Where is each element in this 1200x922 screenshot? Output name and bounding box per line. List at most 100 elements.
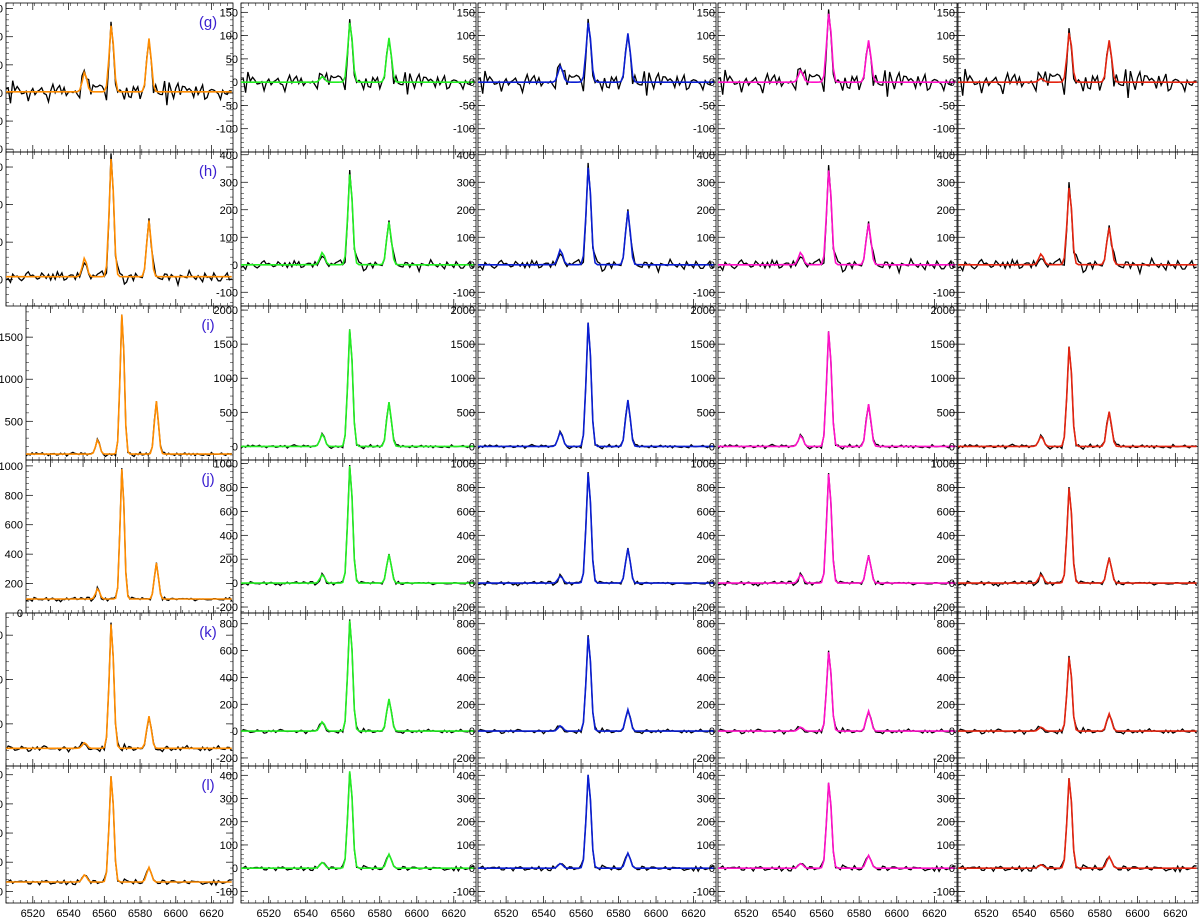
- y-tick-label: 100: [0, 275, 3, 287]
- y-tick-label: 0: [709, 77, 715, 89]
- panel-frame: [240, 612, 477, 767]
- observed-spectrum-line: [478, 18, 715, 96]
- observed-spectrum-line: [241, 19, 475, 95]
- panel-frame: [957, 765, 1199, 904]
- y-tick-label: 100: [697, 840, 715, 852]
- y-tick-label: 100: [937, 232, 955, 244]
- panel-frame: [240, 765, 477, 904]
- y-tick-label: 100: [457, 840, 475, 852]
- x-tick-label: 6540: [1012, 908, 1036, 920]
- observed-spectrum-line: [241, 771, 475, 873]
- y-tick-label: -100: [216, 124, 238, 136]
- y-tick-label: 1000: [931, 373, 955, 385]
- observed-spectrum-line: [718, 473, 957, 587]
- observed-spectrum-line: [958, 655, 1198, 736]
- y-tick-label: 100: [220, 232, 238, 244]
- panel-frame: [957, 151, 1199, 307]
- y-tick-label: 500: [457, 407, 475, 419]
- x-tick-label: 6620: [1163, 908, 1187, 920]
- observed-spectrum-line: [241, 329, 475, 450]
- y-tick-label: -100: [693, 886, 715, 898]
- y-tick-label: 400: [220, 770, 238, 782]
- y-tick-label: 200: [0, 32, 3, 44]
- y-tick-label: 200: [457, 817, 475, 829]
- panel-r3-c4: 0 500 1000 1500 2000: [691, 305, 958, 461]
- x-tick-label: 6600: [885, 908, 909, 920]
- y-tick-label: 0: [469, 863, 475, 875]
- panel-frame: [717, 612, 958, 767]
- y-tick-label: 200: [457, 554, 475, 566]
- y-tick-label: 200: [457, 699, 475, 711]
- y-tick-label: 0: [469, 726, 475, 738]
- y-tick-label: 400: [220, 150, 238, 162]
- x-tick-label: 6620: [681, 908, 705, 920]
- y-tick-label: 1500: [214, 339, 238, 351]
- observed-spectrum-line: [718, 165, 956, 275]
- y-tick-label: 0: [469, 77, 475, 89]
- model-fit-line: [958, 346, 1197, 448]
- model-fit-line: [958, 488, 1197, 584]
- y-tick-label: 100: [457, 31, 475, 43]
- x-tick-label: 6560: [809, 908, 833, 920]
- x-tick-label: 6520: [21, 908, 45, 920]
- observed-spectrum-line: [26, 468, 233, 603]
- observed-spectrum-line: [958, 182, 1197, 276]
- y-tick-label: 0: [709, 726, 715, 738]
- y-tick-label: -200: [216, 602, 238, 614]
- model-fit-line: [478, 167, 715, 266]
- observed-spectrum-line: [6, 21, 232, 106]
- panel-frame: [240, 305, 477, 461]
- x-tick-label: 6600: [644, 908, 668, 920]
- model-fit-line: [718, 170, 956, 266]
- y-tick-label: 400: [5, 549, 23, 561]
- y-tick-label: 600: [937, 646, 955, 658]
- y-tick-label: 100: [937, 840, 955, 852]
- observed-spectrum-line: [6, 776, 232, 887]
- y-tick-label: 200: [697, 205, 715, 217]
- y-tick-label: 600: [0, 630, 3, 642]
- y-tick-label: 400: [220, 530, 238, 542]
- y-tick-label: -100: [453, 287, 475, 299]
- observed-spectrum-line: [718, 331, 956, 450]
- y-tick-label: 150: [457, 7, 475, 19]
- x-tick-label: 6620: [922, 908, 946, 920]
- y-tick-label: 1000: [0, 374, 23, 386]
- y-tick-label: 300: [697, 794, 715, 806]
- y-tick-label: 0: [232, 260, 238, 272]
- panel-frame: [717, 2, 958, 153]
- model-fit-line: [478, 636, 715, 732]
- model-fit-line: [241, 22, 475, 83]
- y-tick-label: -200: [933, 753, 955, 765]
- model-fit-line: [6, 25, 232, 93]
- y-tick-label: 150: [937, 7, 955, 19]
- observed-spectrum-line: [718, 9, 956, 97]
- observed-spectrum-line: [478, 162, 715, 275]
- x-tick-label: 6540: [531, 908, 555, 920]
- panel-r6-c2: 6520 6540 6560 6580 6600 6620 -100 0 100 200 300 40…: [216, 765, 477, 920]
- y-tick-label: 0: [709, 863, 715, 875]
- y-tick-label: 0: [469, 441, 475, 453]
- y-tick-label: 400: [457, 770, 475, 782]
- y-tick-label: 200: [937, 554, 955, 566]
- panel-r6-c3: 6520 6540 6560 6580 6600 6620 -100 0 100 200 300 40…: [453, 765, 717, 920]
- x-tick-label: 6580: [606, 908, 630, 920]
- y-tick-label: 400: [457, 530, 475, 542]
- y-tick-label: 400: [697, 530, 715, 542]
- y-tick-label: -200: [453, 753, 475, 765]
- observed-spectrum-line: [478, 774, 715, 873]
- panel-frame: [5, 765, 234, 904]
- y-tick-label: -200: [693, 753, 715, 765]
- y-tick-label: 100: [0, 88, 3, 100]
- y-tick-label: 400: [220, 672, 238, 684]
- model-fit-line: [6, 624, 232, 750]
- model-fit-line: [958, 778, 1197, 870]
- panel-r4-c3: -200 0 200 400 600 800 1000: [451, 459, 717, 614]
- panel-r1-c4: -100 -50 0 50 100 150: [693, 2, 958, 153]
- y-tick-label: 800: [220, 482, 238, 494]
- y-tick-label: 0: [709, 578, 715, 590]
- y-tick-label: 800: [697, 482, 715, 494]
- x-tick-label: 6600: [1125, 908, 1149, 920]
- y-tick-label: -100: [693, 124, 715, 136]
- panel-frame: [957, 459, 1199, 614]
- y-tick-label: 200: [697, 554, 715, 566]
